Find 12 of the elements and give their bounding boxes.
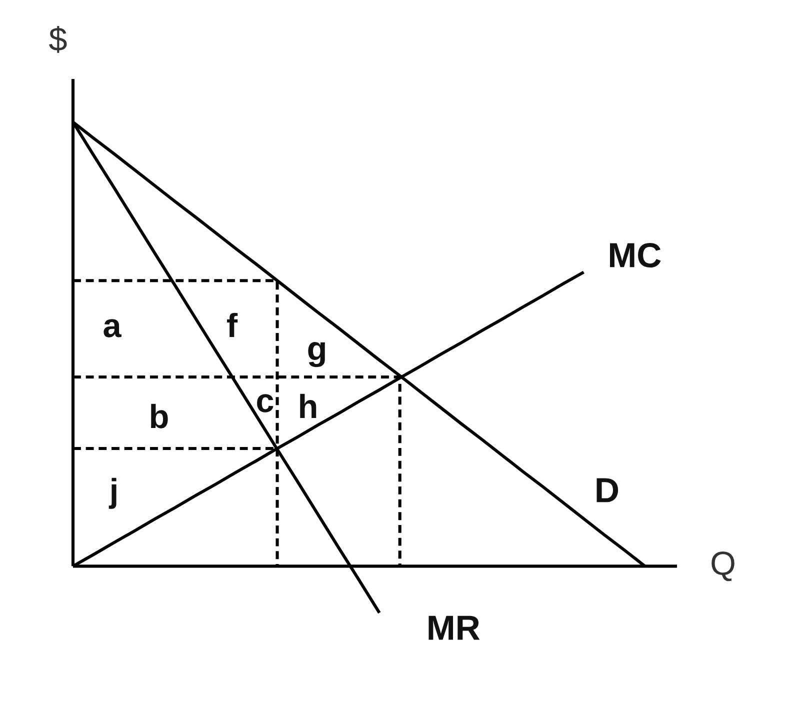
annotation: g [308,342,325,368]
annotation: a [104,319,122,338]
annotation: f [227,312,238,337]
series-label: MC [610,242,661,268]
series-label: D [596,478,618,502]
y-axis-title: $ [49,26,67,53]
series-label: MR [428,616,480,640]
annotation: j [108,478,116,509]
annotation: h [300,394,316,418]
annotation: c [257,394,274,412]
x-axis-title: Q [712,552,734,582]
annotation: b [151,404,168,428]
